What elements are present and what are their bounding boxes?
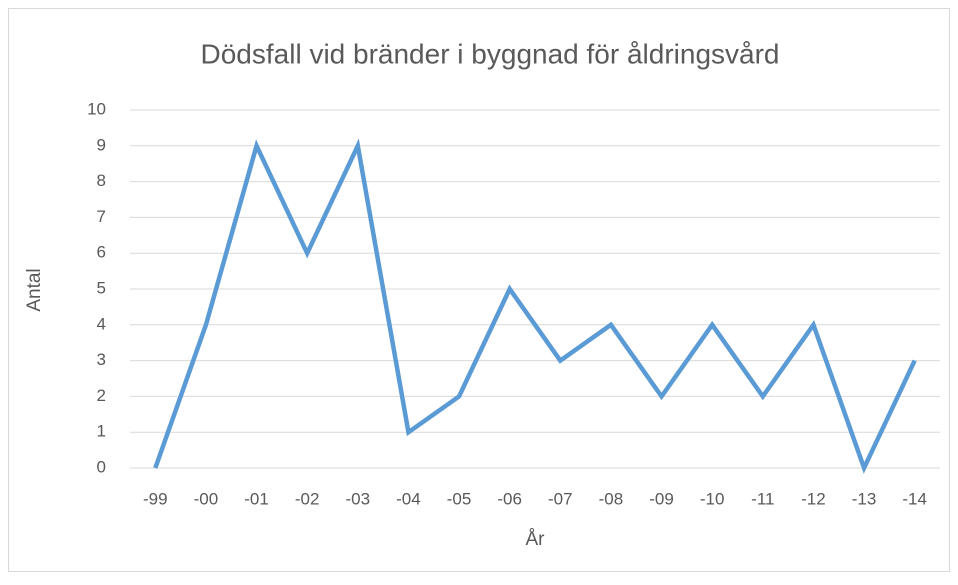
- x-tick-label: -01: [244, 489, 269, 508]
- x-tick-label: -13: [852, 489, 877, 508]
- y-axis-label: Antal: [24, 268, 45, 311]
- y-tick-label: 7: [97, 207, 106, 226]
- x-tick-label: -03: [346, 489, 371, 508]
- y-tick-label: 1: [97, 422, 106, 441]
- x-tick-label: -05: [447, 489, 472, 508]
- x-tick-label: -12: [801, 489, 826, 508]
- y-tick-label: 8: [97, 171, 106, 190]
- y-tick-label: 3: [97, 350, 106, 369]
- x-tick-label: -99: [143, 489, 168, 508]
- x-tick-label: -11: [751, 489, 774, 508]
- x-tick-label: -02: [295, 489, 320, 508]
- y-tick-label: 6: [97, 243, 106, 262]
- x-axis-label: År: [526, 529, 546, 550]
- x-tick-label: -00: [194, 489, 219, 508]
- y-tick-label: 4: [97, 314, 106, 333]
- y-tick-label: 0: [97, 457, 106, 476]
- x-tick-label: -14: [902, 489, 927, 508]
- x-tick-label: -04: [396, 489, 421, 508]
- chart-title: Dödsfall vid bränder i byggnad för åldri…: [201, 38, 780, 69]
- y-tick-label: 2: [97, 386, 106, 405]
- x-tick-label: -10: [700, 489, 725, 508]
- y-tick-label: 5: [97, 278, 106, 297]
- x-tick-label: -06: [497, 489, 522, 508]
- x-tick-label: -08: [599, 489, 624, 508]
- x-tick-label: -07: [548, 489, 573, 508]
- line-series: [153, 138, 917, 474]
- y-tick-label: 9: [97, 135, 106, 154]
- y-tick-label: 10: [87, 99, 106, 118]
- x-tick-label: -09: [649, 489, 674, 508]
- chart-border: [8, 8, 950, 572]
